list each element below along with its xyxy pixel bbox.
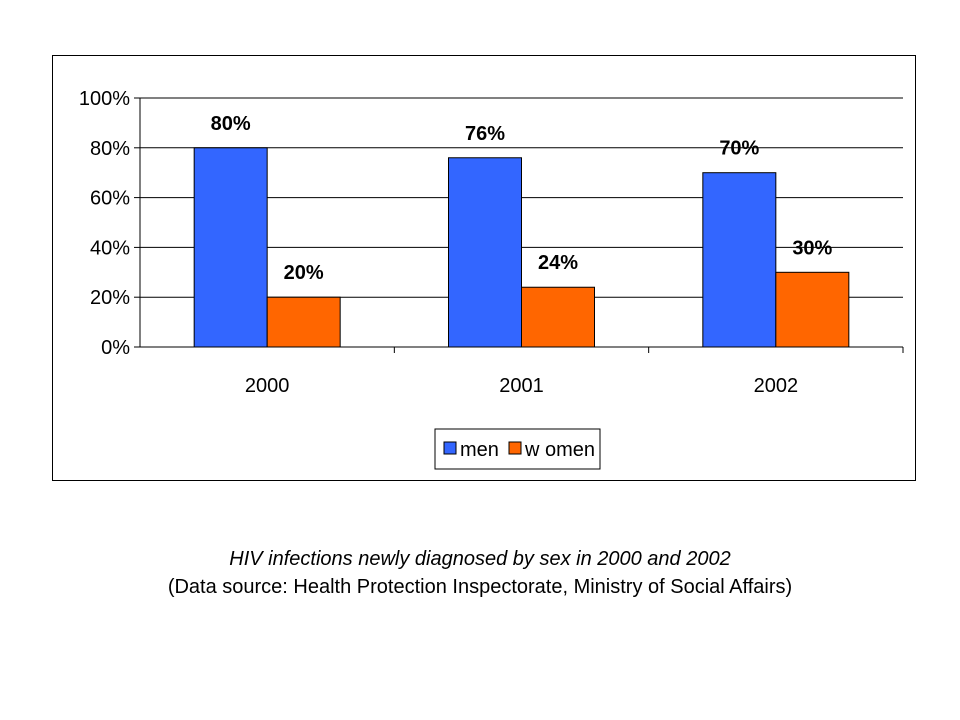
chart-frame: 0% 20% 40% 60% 80% 100% 2000 2001 2002 80% 20% 76%…	[52, 55, 916, 481]
y-tick-label: 60%	[90, 188, 130, 210]
caption-source: (Data source: Health Protection Inspecto…	[167, 576, 793, 598]
legend-label-men: men	[460, 439, 499, 461]
bar-women-2000	[266, 296, 341, 348]
data-label: 24%	[538, 252, 578, 274]
data-label: 30%	[792, 237, 832, 259]
bar-women-2002	[775, 271, 850, 348]
legend-label-women: w omen	[524, 439, 595, 461]
y-tick-label: 100%	[79, 88, 130, 110]
chart-caption: HIV infections newly diagnosed by sex in…	[0, 545, 960, 601]
y-tick-label: 20%	[90, 287, 130, 309]
legend-swatch-women	[508, 441, 522, 455]
legend: men w omen	[434, 428, 601, 470]
bar-chart: 0% 20% 40% 60% 80% 100% 2000 2001 2002 80% 20% 76%…	[79, 88, 904, 470]
y-tick-label: 80%	[90, 138, 130, 160]
bar-men-2001	[448, 157, 522, 348]
x-tick-label: 2000	[245, 375, 290, 397]
data-label: 80%	[211, 113, 251, 135]
bar-men-2002	[702, 172, 777, 348]
bar-men-2000	[193, 147, 268, 348]
legend-swatch-men	[443, 441, 457, 455]
data-labels: 80% 20% 76% 24% 70% 30%	[211, 113, 833, 284]
bar-women-2001	[521, 286, 595, 348]
data-label: 20%	[284, 262, 324, 284]
data-label: 76%	[465, 123, 505, 145]
x-tick-label: 2002	[754, 375, 799, 397]
x-tick-label: 2001	[499, 375, 544, 397]
caption-title: HIV infections newly diagnosed by sex in…	[229, 548, 731, 570]
bars	[193, 147, 850, 348]
y-tick-label: 0%	[101, 337, 130, 359]
y-tick-label: 40%	[90, 237, 130, 259]
data-label: 70%	[719, 138, 759, 160]
axes: 0% 20% 40% 60% 80% 100% 2000 2001 2002	[79, 88, 904, 397]
